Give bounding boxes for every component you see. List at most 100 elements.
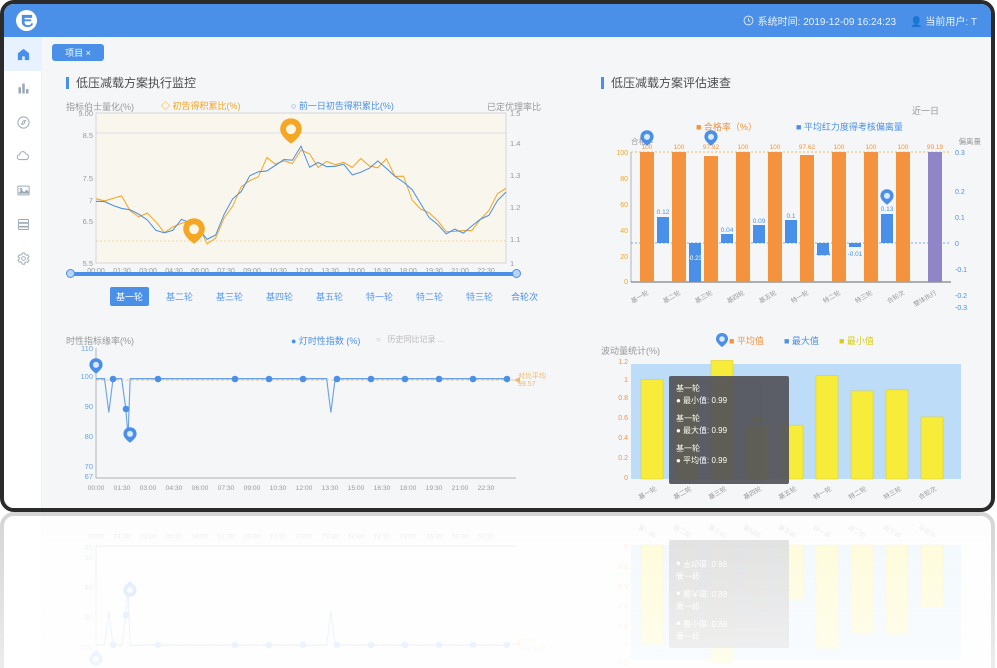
svg-text:0.12: 0.12 — [657, 209, 670, 216]
svg-text:合轮次: 合轮次 — [917, 484, 939, 502]
svg-text:21:00: 21:00 — [452, 485, 469, 492]
svg-text:0.04: 0.04 — [721, 227, 734, 234]
svg-text:06:00: 06:00 — [192, 532, 209, 539]
svg-text:对比平均: 对比平均 — [518, 644, 546, 653]
svg-text:1.5: 1.5 — [510, 109, 520, 118]
svg-text:100: 100 — [674, 144, 685, 151]
svg-text:基四轮: 基四轮 — [742, 484, 764, 502]
svg-text:60: 60 — [620, 202, 628, 209]
svg-text:21:00: 21:00 — [452, 532, 469, 539]
svg-text:基一轮: 基一轮 — [637, 523, 659, 541]
svg-text:基四轮: 基四轮 — [725, 288, 746, 306]
svg-text:特三轮: 特三轮 — [882, 523, 904, 541]
svg-text:67: 67 — [85, 472, 93, 481]
svg-text:04:30: 04:30 — [166, 532, 183, 539]
svg-text:09:00: 09:00 — [244, 485, 261, 492]
svg-text:13:30: 13:30 — [322, 532, 339, 539]
svg-text:8.5: 8.5 — [83, 131, 93, 140]
svg-text:100: 100 — [834, 144, 845, 151]
svg-text:100: 100 — [866, 144, 877, 151]
svg-text:19:30: 19:30 — [426, 485, 443, 492]
svg-text:1.4: 1.4 — [510, 139, 520, 148]
svg-text:0.8: 0.8 — [618, 395, 628, 402]
svg-text:00:00: 00:00 — [88, 532, 105, 539]
svg-text:6.5: 6.5 — [83, 217, 93, 226]
svg-text:03:00: 03:00 — [140, 485, 157, 492]
svg-text:特一轮: 特一轮 — [789, 288, 810, 306]
svg-text:0.4: 0.4 — [618, 582, 628, 589]
svg-text:100: 100 — [738, 144, 749, 151]
svg-text:1: 1 — [624, 640, 628, 647]
svg-text:特三轮: 特三轮 — [853, 288, 874, 306]
svg-text:1.2: 1.2 — [618, 658, 628, 665]
svg-text:0: 0 — [955, 241, 959, 248]
svg-text:基三轮: 基三轮 — [707, 484, 729, 502]
svg-text:03:00: 03:00 — [140, 532, 157, 539]
svg-text:12:00: 12:00 — [296, 532, 313, 539]
svg-text:特一轮: 特一轮 — [812, 484, 834, 502]
svg-text:70: 70 — [85, 462, 93, 471]
svg-text:12:00: 12:00 — [296, 485, 313, 492]
svg-text:基三轮: 基三轮 — [693, 288, 714, 306]
svg-text:04:30: 04:30 — [166, 485, 183, 492]
svg-text:0.1: 0.1 — [955, 215, 965, 222]
svg-text:00:00: 00:00 — [88, 485, 105, 492]
svg-text:基四轮: 基四轮 — [742, 523, 764, 541]
svg-text:10:30: 10:30 — [270, 485, 287, 492]
svg-text:7.5: 7.5 — [83, 174, 93, 183]
svg-text:67: 67 — [85, 543, 93, 552]
svg-text:100: 100 — [770, 144, 781, 151]
svg-text:10:30: 10:30 — [270, 532, 287, 539]
svg-text:0.1: 0.1 — [786, 213, 795, 220]
svg-text:0.09: 0.09 — [753, 218, 766, 225]
svg-text:-0.2: -0.2 — [955, 293, 967, 300]
svg-text:基一轮: 基一轮 — [629, 288, 650, 306]
svg-text:13:30: 13:30 — [322, 485, 339, 492]
svg-text:0: 0 — [624, 279, 628, 286]
svg-text:99.19: 99.19 — [927, 144, 944, 151]
svg-text:22:30: 22:30 — [478, 532, 495, 539]
svg-text:15:00: 15:00 — [348, 485, 365, 492]
svg-text:特三轮: 特三轮 — [882, 484, 904, 502]
svg-text:基二轮: 基二轮 — [661, 288, 682, 306]
svg-text:基二轮: 基二轮 — [672, 523, 694, 541]
svg-text:0.2: 0.2 — [618, 455, 628, 462]
svg-text:-0.01: -0.01 — [848, 251, 863, 258]
svg-text:80: 80 — [85, 432, 93, 441]
svg-text:80: 80 — [85, 583, 93, 592]
svg-text:01:30: 01:30 — [114, 485, 131, 492]
svg-text:07:30: 07:30 — [218, 485, 235, 492]
svg-text:16:30: 16:30 — [374, 532, 391, 539]
svg-text:9.00: 9.00 — [78, 109, 93, 118]
svg-text:-0.3: -0.3 — [955, 305, 967, 312]
svg-text:7: 7 — [89, 196, 93, 205]
svg-text:99.57: 99.57 — [518, 381, 536, 388]
svg-text:1.3: 1.3 — [510, 171, 520, 180]
svg-text:01:30: 01:30 — [114, 532, 131, 539]
svg-text:特二轮: 特二轮 — [821, 288, 842, 306]
svg-text:0.13: 0.13 — [881, 206, 894, 213]
svg-text:100: 100 — [616, 150, 628, 157]
svg-text:合轮次: 合轮次 — [885, 288, 906, 306]
svg-text:0: 0 — [624, 542, 628, 549]
svg-text:基二轮: 基二轮 — [672, 484, 694, 502]
svg-text:-0.1: -0.1 — [955, 267, 967, 274]
svg-text:20: 20 — [620, 254, 628, 261]
svg-text:0: 0 — [624, 475, 628, 482]
svg-text:15:00: 15:00 — [348, 532, 365, 539]
svg-text:100: 100 — [80, 643, 93, 652]
svg-text:1.2: 1.2 — [510, 203, 520, 212]
svg-text:1: 1 — [510, 259, 514, 268]
svg-text:80: 80 — [620, 176, 628, 183]
svg-text:1: 1 — [624, 377, 628, 384]
svg-text:97.62: 97.62 — [799, 144, 816, 151]
svg-text:特二轮: 特二轮 — [847, 523, 869, 541]
svg-text:99.57: 99.57 — [518, 636, 536, 643]
svg-text:07:30: 07:30 — [218, 532, 235, 539]
svg-text:0.8: 0.8 — [618, 622, 628, 629]
svg-text:100: 100 — [898, 144, 909, 151]
svg-text:-0.23: -0.23 — [688, 255, 703, 262]
svg-text:基五轮: 基五轮 — [777, 484, 799, 502]
svg-text:整体执行: 整体执行 — [912, 288, 939, 309]
svg-text:06:00: 06:00 — [192, 485, 209, 492]
